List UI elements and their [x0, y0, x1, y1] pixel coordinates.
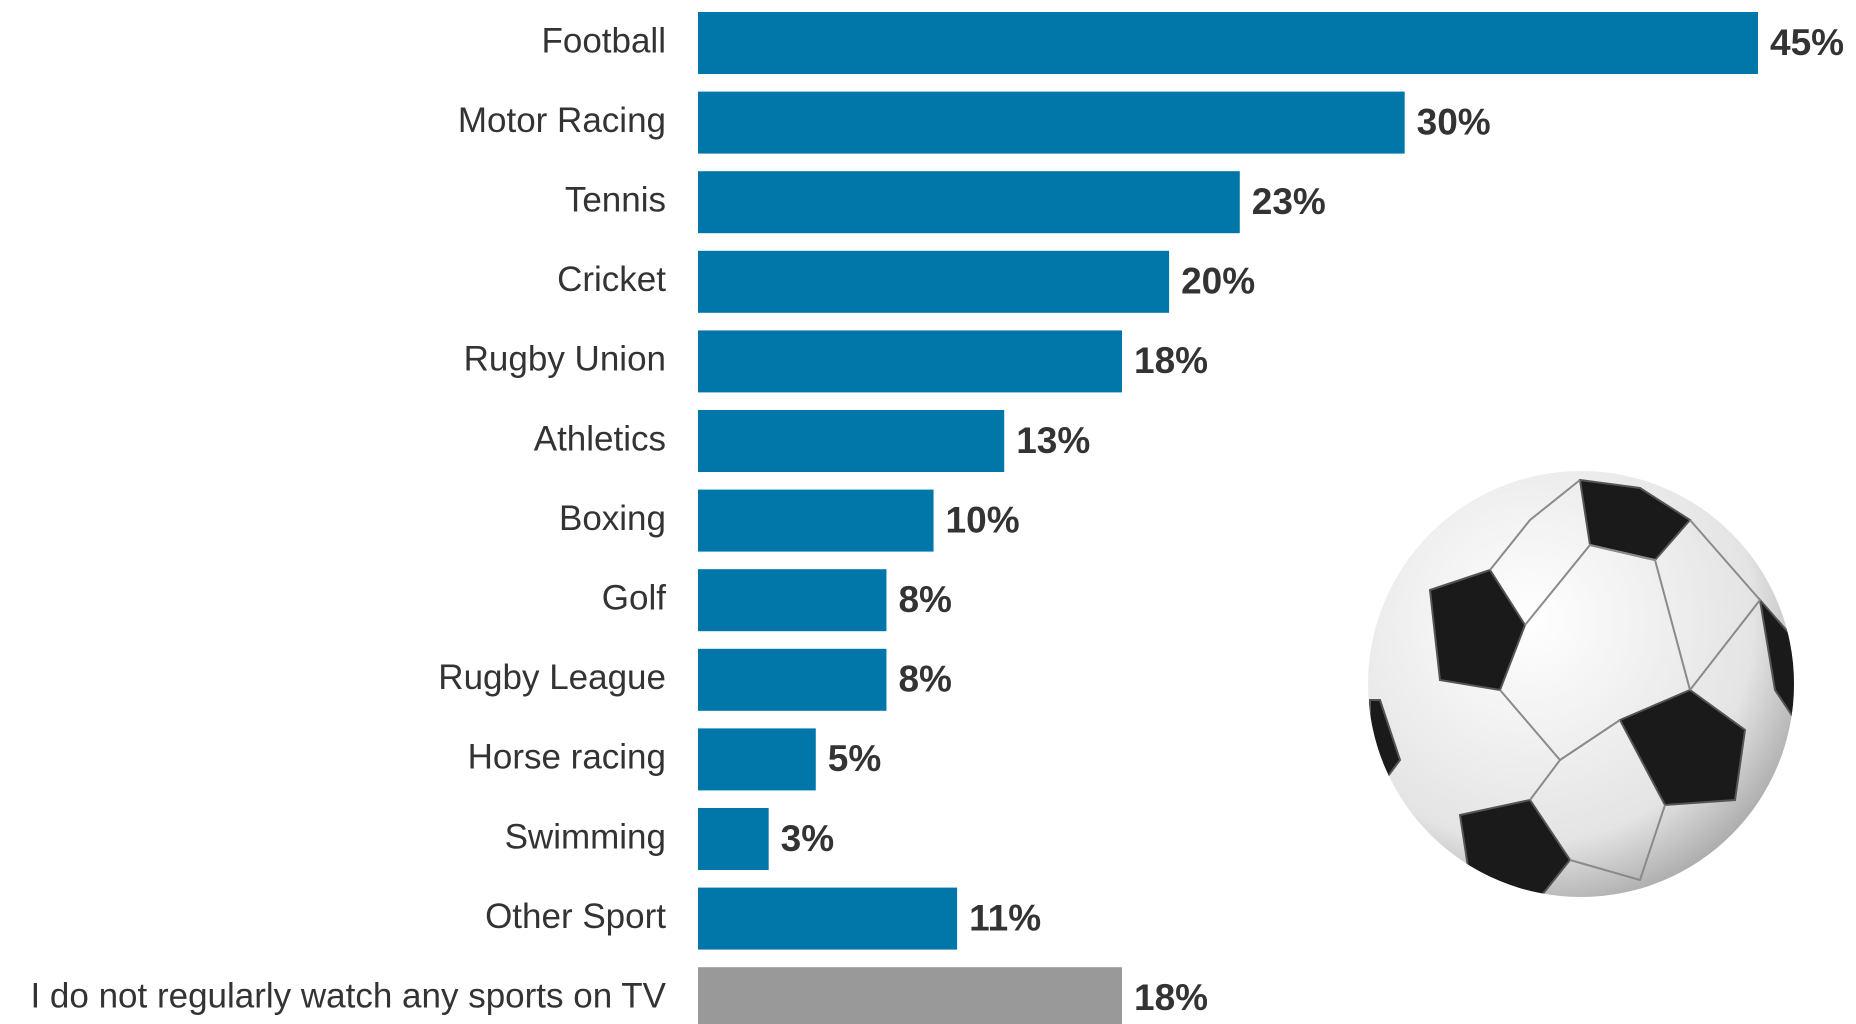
value-label: 11% — [969, 897, 1041, 938]
bar — [698, 489, 934, 552]
category-label: Golf — [602, 578, 666, 617]
bar — [698, 171, 1240, 234]
category-label: Cricket — [557, 260, 666, 299]
value-label: 18% — [1134, 977, 1208, 1018]
bar — [698, 330, 1122, 393]
category-label: Football — [541, 21, 666, 60]
value-label: 13% — [1016, 420, 1090, 461]
bar — [698, 808, 769, 870]
value-label: 8% — [898, 659, 951, 700]
category-label: I do not regularly watch any sports on T… — [30, 976, 666, 1015]
category-label: Tennis — [565, 180, 666, 219]
value-label: 10% — [946, 499, 1020, 540]
bar — [698, 887, 958, 950]
bar — [698, 728, 816, 791]
value-label: 5% — [828, 738, 881, 779]
value-label: 30% — [1417, 101, 1491, 142]
bar — [698, 250, 1170, 313]
bar — [698, 410, 1005, 472]
value-label: 8% — [898, 579, 951, 620]
category-label: Horse racing — [468, 738, 666, 777]
value-label: 20% — [1181, 261, 1255, 302]
category-label: Swimming — [505, 817, 666, 856]
value-label: 45% — [1770, 22, 1844, 63]
bar — [698, 648, 887, 711]
soccer-ball — [1368, 471, 1794, 897]
category-label: Motor Racing — [458, 101, 666, 140]
value-label: 18% — [1134, 340, 1208, 381]
category-label: Other Sport — [485, 897, 666, 936]
value-label: 23% — [1252, 181, 1326, 222]
category-label: Boxing — [559, 499, 666, 538]
value-label: 3% — [781, 818, 834, 859]
category-label: Athletics — [534, 419, 666, 458]
bar — [698, 569, 887, 632]
bar — [698, 967, 1122, 1024]
bar — [698, 12, 1758, 74]
category-label: Rugby Union — [464, 340, 666, 379]
category-label: Rugby League — [438, 658, 666, 697]
bar — [698, 91, 1405, 154]
